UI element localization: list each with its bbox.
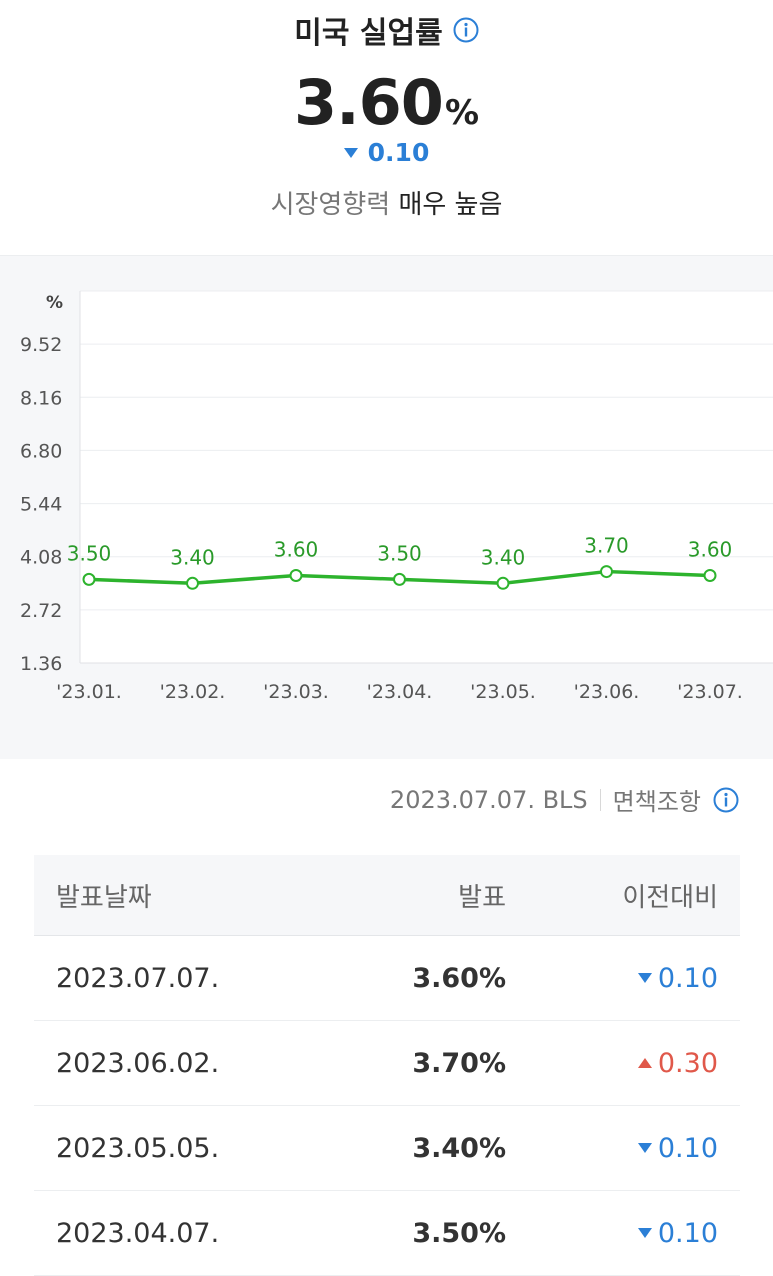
down-triangle-icon	[344, 148, 358, 158]
data-point	[291, 570, 302, 581]
y-axis-unit: %	[46, 293, 63, 313]
line-chart[interactable]: % 9.52 8.16 6.80 5.44 4.08 2.72 1.36 '23.01. '23.…	[0, 255, 773, 759]
row-change: 0.10	[506, 1133, 740, 1164]
x-tick-label: '23.05.	[470, 681, 536, 703]
market-impact: 시장영향력 매우 높음	[0, 184, 773, 221]
data-label: 3.60	[688, 537, 733, 561]
data-label: 3.40	[170, 545, 215, 569]
x-tick-label: '23.04.	[367, 681, 433, 703]
data-label: 3.50	[67, 541, 112, 565]
info-icon[interactable]	[453, 17, 479, 43]
source-date: 2023.07.07. BLS	[390, 786, 588, 814]
row-value: 3.40%	[336, 1133, 506, 1164]
x-tick-label: '23.07.	[677, 681, 743, 703]
table-header: 발표날짜 발표 이전대비	[34, 855, 740, 936]
down-triangle-icon	[638, 973, 652, 983]
x-tick-label: '23.03.	[263, 681, 329, 703]
data-point	[187, 578, 198, 589]
row-change-value: 0.10	[658, 1133, 718, 1164]
data-point	[84, 574, 95, 585]
row-date: 2023.07.07.	[34, 963, 336, 994]
data-point	[705, 570, 716, 581]
market-impact-label: 시장영향력	[271, 190, 391, 220]
row-change-value: 0.30	[658, 1048, 718, 1079]
data-label: 3.40	[481, 545, 526, 569]
y-tick-label: 6.80	[20, 440, 62, 462]
y-tick-label: 4.08	[20, 547, 62, 569]
source-row: 2023.07.07. BLS 면책조항	[390, 782, 739, 817]
x-tick-label: '23.02.	[160, 681, 226, 703]
table-row: 2023.06.02. 3.70% 0.30	[34, 1021, 740, 1106]
row-date: 2023.05.05.	[34, 1133, 336, 1164]
indicator-header: 미국 실업률 3.60 % 0.10 시장영향력 매우 높음	[0, 0, 773, 255]
x-tick-label: '23.06.	[574, 681, 640, 703]
header-value: 발표	[336, 877, 506, 914]
row-change-value: 0.10	[658, 963, 718, 994]
table-row: 2023.05.05. 3.40% 0.10	[34, 1106, 740, 1191]
y-tick-label: 8.16	[20, 387, 62, 409]
title-row: 미국 실업률	[0, 8, 773, 52]
down-triangle-icon	[638, 1143, 652, 1153]
row-value: 3.70%	[336, 1048, 506, 1079]
header-date: 발표날짜	[34, 877, 336, 914]
table-row: 2023.07.07. 3.60% 0.10	[34, 936, 740, 1021]
down-triangle-icon	[638, 1228, 652, 1238]
data-point	[498, 578, 509, 589]
y-tick-label: 1.36	[20, 653, 62, 675]
current-value-number: 3.60	[294, 66, 443, 139]
up-triangle-icon	[638, 1058, 652, 1068]
divider	[600, 789, 601, 811]
chart-svg: % 9.52 8.16 6.80 5.44 4.08 2.72 1.36 '23.01. '23.…	[0, 256, 773, 759]
current-value: 3.60 %	[0, 66, 773, 139]
history-table: 발표날짜 발표 이전대비 2023.07.07. 3.60% 0.10 2023…	[34, 855, 740, 1276]
data-point	[394, 574, 405, 585]
row-change-value: 0.10	[658, 1218, 718, 1249]
header-change: 이전대비	[506, 877, 740, 914]
page-title: 미국 실업률	[294, 8, 442, 52]
disclaimer-link[interactable]: 면책조항	[613, 782, 701, 817]
data-label: 3.50	[377, 541, 422, 565]
y-tick-label: 9.52	[20, 334, 62, 356]
market-impact-value: 매우 높음	[398, 190, 502, 220]
current-value-unit: %	[445, 93, 479, 133]
row-value: 3.60%	[336, 963, 506, 994]
row-date: 2023.04.07.	[34, 1218, 336, 1249]
data-label: 3.60	[274, 537, 319, 561]
y-tick-label: 2.72	[20, 600, 62, 622]
plot-area	[80, 291, 773, 663]
row-change: 0.30	[506, 1048, 740, 1079]
data-label: 3.70	[584, 534, 629, 558]
row-change: 0.10	[506, 1218, 740, 1249]
x-tick-label: '23.01.	[56, 681, 122, 703]
row-change: 0.10	[506, 963, 740, 994]
y-tick-label: 5.44	[20, 494, 62, 516]
row-date: 2023.06.02.	[34, 1048, 336, 1079]
change-value: 0.10	[368, 138, 430, 167]
disclaimer-info-icon[interactable]	[713, 787, 739, 813]
data-point	[601, 566, 612, 577]
table-row: 2023.04.07. 3.50% 0.10	[34, 1191, 740, 1276]
row-value: 3.50%	[336, 1218, 506, 1249]
change-indicator: 0.10	[0, 138, 773, 167]
